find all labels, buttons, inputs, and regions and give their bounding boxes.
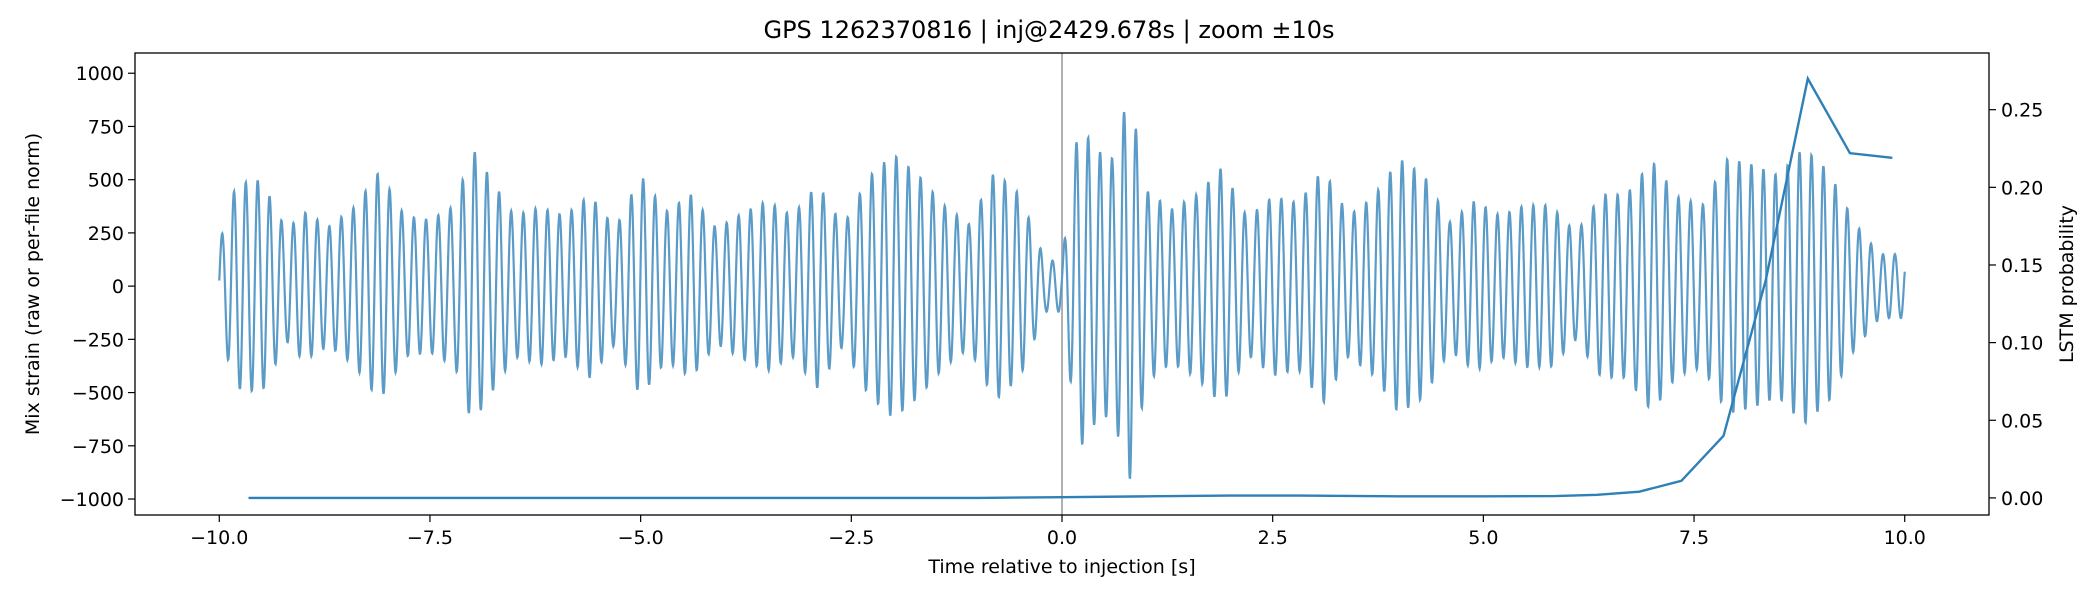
y-right-tick-label: 0.25 xyxy=(2001,100,2043,122)
probability-point xyxy=(387,497,389,499)
probability-point xyxy=(640,497,642,499)
y-tick-label: −750 xyxy=(72,436,124,458)
probability-point xyxy=(471,497,473,499)
probability-point xyxy=(1297,494,1299,497)
x-tick-label: 2.5 xyxy=(1258,527,1288,549)
probability-point xyxy=(1849,152,1851,154)
probability-point xyxy=(1638,491,1640,493)
y-tick-label: 500 xyxy=(88,170,124,192)
x-tick-label: −2.5 xyxy=(828,527,874,549)
probability-point xyxy=(1554,495,1556,497)
y-right-tick-label: 0.10 xyxy=(2001,333,2043,355)
probability-point xyxy=(1482,495,1484,497)
x-tick-label: 10.0 xyxy=(1884,527,1926,549)
probability-point xyxy=(555,497,557,499)
strain-series-line xyxy=(218,111,1906,479)
probability-point xyxy=(302,497,305,499)
probability-point xyxy=(808,497,810,499)
y-tick-label: 250 xyxy=(88,223,124,245)
probability-point xyxy=(1722,435,1725,437)
x-axis-label: Time relative to injection [s] xyxy=(927,556,1195,578)
probability-point xyxy=(1229,494,1232,497)
y-right-tick-label: 0.00 xyxy=(2001,488,2043,510)
y-tick-label: 750 xyxy=(88,116,124,138)
y-right-tick-label: 0.20 xyxy=(2001,177,2043,199)
y-axis-label-left: Mix strain (raw or per-file norm) xyxy=(22,133,44,435)
x-tick-label: −7.5 xyxy=(407,527,453,549)
probability-point xyxy=(1398,495,1400,497)
chart-title: GPS 1262370816 | inj@2429.678s | zoom ±1… xyxy=(763,16,1334,44)
y-tick-label: 1000 xyxy=(76,63,124,85)
y-right-tick-label: 0.15 xyxy=(2001,255,2043,277)
x-tick-label: 0.0 xyxy=(1047,527,1077,549)
probability-point xyxy=(1891,157,1893,159)
x-tick-label: 5.0 xyxy=(1468,527,1498,549)
probability-point xyxy=(892,497,895,499)
probability-point xyxy=(1807,78,1809,80)
probability-point xyxy=(1596,494,1598,496)
probability-point xyxy=(1061,496,1063,498)
probability-point xyxy=(977,497,979,499)
x-tick-label: 7.5 xyxy=(1679,527,1709,549)
probability-point xyxy=(248,497,250,499)
x-tick-label: −10.0 xyxy=(190,527,248,549)
probability-point xyxy=(1145,495,1147,497)
y-tick-label: −500 xyxy=(72,383,124,405)
probability-point xyxy=(724,497,726,499)
y-axis-left: −1000 −750 −500 −250 0 250 500 750 1000 xyxy=(60,63,135,511)
y-tick-label: −250 xyxy=(72,329,124,351)
y-axis-label-right: LSTM probability xyxy=(2056,205,2078,363)
plot-area xyxy=(218,53,1906,515)
x-axis: −10.0 −7.5 −5.0 −2.5 0.0 2.5 5.0 7.5 10.0 xyxy=(190,515,1926,549)
y-tick-label: 0 xyxy=(112,276,124,298)
y-tick-label: −1000 xyxy=(60,489,124,511)
plot-frame xyxy=(134,52,1990,516)
y-axis-right: 0.00 0.05 0.10 0.15 0.20 0.25 xyxy=(1989,100,2043,510)
y-right-tick-label: 0.05 xyxy=(2001,410,2043,432)
probability-point xyxy=(1680,480,1682,482)
x-tick-label: −5.0 xyxy=(618,527,664,549)
probability-point xyxy=(1765,279,1767,282)
